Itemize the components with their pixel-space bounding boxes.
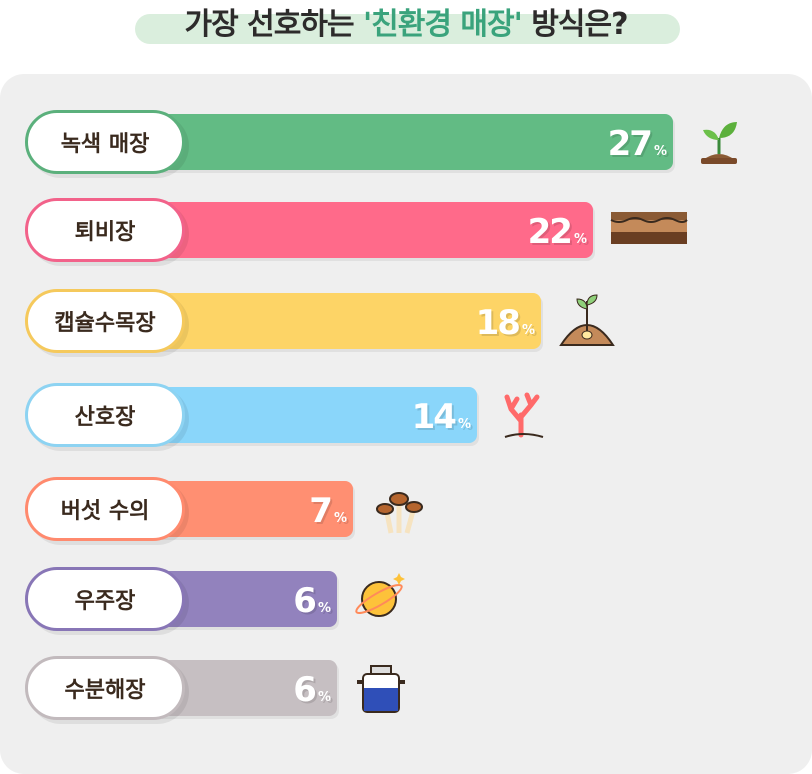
category-label: 우주장 bbox=[25, 567, 185, 631]
bar bbox=[160, 387, 477, 443]
bar bbox=[160, 481, 353, 537]
unit-text: % bbox=[333, 511, 347, 526]
unit-text: % bbox=[573, 232, 587, 247]
category-label: 산호장 bbox=[25, 383, 185, 447]
data-label: 7% bbox=[309, 491, 347, 531]
unit-text: % bbox=[653, 144, 667, 159]
bar-row: 18% 캡슐수목장 bbox=[0, 289, 812, 353]
value-text: 6 bbox=[293, 581, 317, 621]
category-label: 수분해장 bbox=[25, 656, 185, 720]
coral-icon bbox=[504, 392, 544, 438]
bar bbox=[160, 571, 337, 627]
data-label: 27% bbox=[608, 124, 667, 164]
unit-text: % bbox=[521, 323, 535, 338]
data-label: 22% bbox=[528, 212, 587, 252]
bar-row: 22% 퇴비장 bbox=[0, 198, 812, 262]
bar-row: 6% 수분해장 bbox=[0, 656, 812, 720]
bar bbox=[160, 293, 541, 349]
unit-text: % bbox=[317, 690, 331, 705]
bar-row: 14% 산호장 bbox=[0, 383, 812, 447]
title-highlight-text: '친환경 매장' bbox=[363, 7, 523, 42]
value-text: 14 bbox=[411, 397, 457, 437]
data-label: 6% bbox=[293, 670, 331, 710]
data-label: 14% bbox=[412, 397, 471, 437]
chart-title: 가장 선호하는 '친환경 매장' 방식은? bbox=[0, 0, 812, 50]
category-label: 캡슐수목장 bbox=[25, 289, 185, 353]
category-label: 퇴비장 bbox=[25, 198, 185, 262]
unit-text: % bbox=[317, 601, 331, 616]
sprout-icon bbox=[701, 122, 737, 164]
water-tank-icon bbox=[357, 665, 405, 713]
bar bbox=[160, 202, 593, 258]
title-text-end: 방식은? bbox=[521, 7, 628, 42]
capsule-tree-icon bbox=[559, 294, 615, 346]
value-text: 6 bbox=[293, 670, 317, 710]
data-label: 18% bbox=[476, 303, 535, 343]
soil-layers-icon bbox=[610, 212, 688, 244]
unit-text: % bbox=[457, 417, 471, 432]
bar bbox=[160, 660, 337, 716]
category-label: 버섯 수의 bbox=[25, 477, 185, 541]
bar-row: 6% 우주장 bbox=[0, 567, 812, 631]
value-text: 18 bbox=[475, 303, 521, 343]
title-text: 가장 선호하는 bbox=[184, 7, 363, 42]
value-text: 22 bbox=[527, 212, 573, 252]
mushroom-icon bbox=[376, 492, 423, 534]
bar-row: 27% 녹색 매장 bbox=[0, 110, 812, 174]
bar-row: 7% 버섯 수의 bbox=[0, 477, 812, 541]
data-label: 6% bbox=[293, 581, 331, 621]
value-text: 27 bbox=[607, 124, 653, 164]
category-label: 녹색 매장 bbox=[25, 110, 185, 174]
value-text: 7 bbox=[309, 491, 333, 531]
title-highlight bbox=[135, 14, 680, 44]
planet-icon bbox=[355, 573, 405, 617]
bar bbox=[160, 114, 673, 170]
